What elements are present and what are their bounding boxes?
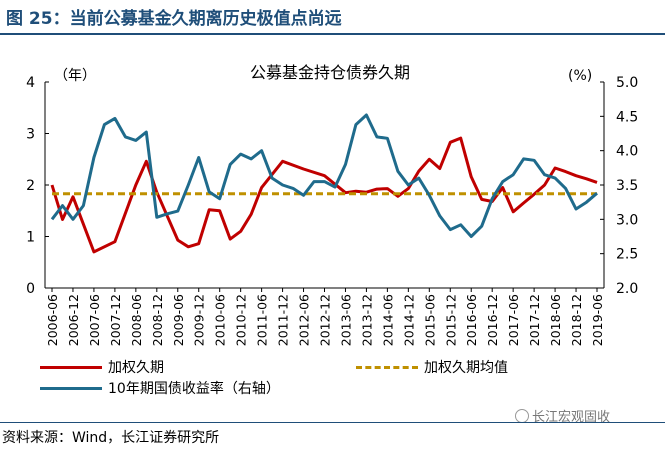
right-tick-label: 2.0: [616, 281, 638, 297]
legend-label-yield: 10年期国债收益率（右轴）: [108, 381, 280, 397]
chart-title: 公募基金持仓债券久期: [250, 63, 410, 82]
right-tick-label: 5.0: [616, 75, 638, 91]
legend-item-yield: 10年期国债收益率（右轴）: [40, 378, 280, 398]
x-tick-label: 2010-06: [213, 294, 228, 346]
x-tick-label: 2015-06: [422, 294, 437, 346]
x-tick-label: 2017-12: [527, 294, 542, 346]
figure-title: 图 25：当前公募基金久期离历史极值点尚远: [6, 9, 342, 29]
chart-lines: [50, 113, 598, 254]
yield-line: [50, 113, 598, 238]
source-note: 资料来源：Wind，长江证券研究所: [2, 430, 220, 446]
x-tick-label: 2013-12: [359, 294, 374, 346]
right-tick-label: 4.5: [616, 109, 638, 125]
x-tick-label: 2014-12: [401, 294, 416, 346]
left-tick-label: 3: [26, 127, 35, 143]
right-tick-label: 3.5: [616, 178, 638, 194]
left-tick-label: 1: [26, 230, 35, 246]
x-tick-label: 2009-12: [192, 294, 207, 346]
x-tick-label: 2013-06: [338, 294, 353, 346]
left-tick-label: 0: [26, 281, 35, 297]
right-tick-label: 3.0: [616, 212, 638, 228]
x-tick-label: 2016-06: [464, 294, 479, 346]
x-tick-label: 2008-12: [150, 294, 165, 346]
x-tick-label: 2017-06: [506, 294, 521, 346]
left-axis-unit: （年）: [54, 68, 96, 84]
x-tick-label: 2006-06: [45, 294, 60, 346]
x-tick-label: 2018-06: [548, 294, 563, 346]
title-divider: [0, 33, 665, 35]
legend-item-duration: 加权久期: [40, 357, 164, 377]
legend-label-duration: 加权久期: [108, 360, 164, 376]
x-tick-label: 2012-12: [318, 294, 333, 346]
x-tick-label: 2018-12: [569, 294, 584, 346]
x-tick-label: 2009-06: [171, 294, 186, 346]
x-tick-label: 2015-12: [443, 294, 458, 346]
x-tick-label: 2006-12: [66, 294, 81, 346]
wechat-icon: [515, 408, 529, 423]
bottom-divider: [0, 422, 665, 423]
x-tick-label: 2014-06: [380, 294, 395, 346]
x-tick-label: 2010-12: [234, 294, 249, 346]
x-tick-label: 2008-06: [129, 294, 144, 346]
legend-item-mean: 加权久期均值: [356, 357, 508, 377]
legend-swatch-duration: [40, 365, 102, 369]
right-tick-label: 4.0: [616, 144, 638, 160]
x-tick-label: 2007-12: [108, 294, 123, 346]
x-tick-label: 2007-06: [87, 294, 102, 346]
x-tick-label: 2012-06: [297, 294, 312, 346]
left-tick-label: 4: [26, 75, 35, 91]
legend-swatch-yield: [40, 386, 102, 390]
legend-swatch-mean: [356, 365, 418, 369]
watermark-text: 长江宏观固收: [532, 410, 611, 425]
legend-label-mean: 加权久期均值: [424, 360, 508, 376]
left-tick-label: 2: [26, 178, 35, 194]
right-tick-label: 2.5: [616, 247, 638, 263]
x-tick-label: 2011-06: [255, 294, 270, 346]
right-axis-unit: (%): [568, 68, 592, 84]
chart-axes: 0 1 2 3 4 2.0 2.5 3.0 3.5 4.0 4.5 5.0 2006-06 2006-12…: [26, 75, 638, 346]
x-tick-label: 2019-06: [590, 294, 605, 346]
x-tick-label: 2016-12: [485, 294, 500, 346]
x-tick-label: 2011-12: [276, 294, 291, 346]
duration-line: [50, 136, 598, 254]
